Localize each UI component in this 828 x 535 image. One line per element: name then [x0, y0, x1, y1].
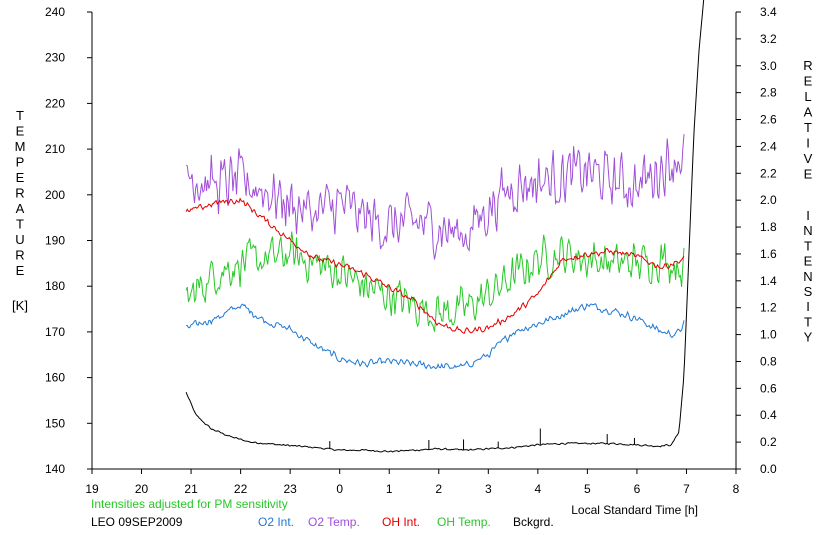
left-tick-label: 160 [45, 371, 65, 385]
right-axis-label-letter: A [804, 105, 813, 120]
right-tick-label: 2.8 [760, 86, 777, 100]
right-tick-label: 1.6 [760, 247, 777, 261]
right-axis-label-letter: T [804, 314, 812, 329]
left-tick-label: 170 [45, 325, 65, 339]
series-line-o2-int [186, 303, 685, 370]
left-axis-label-letter: A [16, 201, 25, 216]
right-tick-label: 2.2 [760, 166, 777, 180]
right-tick-label: 0.0 [760, 462, 777, 476]
right-axis-label-letter: L [804, 89, 811, 104]
x-tick-label: 0 [336, 482, 343, 496]
x-tick-label: 4 [535, 482, 542, 496]
x-tick-label: 8 [733, 482, 740, 496]
right-axis-label-letter: S [804, 284, 813, 299]
x-tick-label: 20 [135, 482, 149, 496]
legend-item-bckgrd: Bckgrd. [513, 515, 554, 529]
left-axis-label-letter: R [15, 248, 24, 263]
right-axis-label-letter: E [804, 167, 813, 182]
x-tick-label: 6 [634, 482, 641, 496]
x-axis-ticks: 19 20 21 22 23 0 1 2 3 4 5 6 7 8 [85, 469, 740, 496]
left-axis-ticks: 140 150 160 170 180 190 200 210 220 230 240 [45, 5, 92, 476]
legend-item-oh-int: OH Int. [382, 515, 420, 529]
right-axis-label-letter: I [806, 208, 810, 223]
right-tick-label: 3.4 [760, 5, 777, 19]
left-tick-label: 140 [45, 462, 65, 476]
legend-item-o2-int: O2 Int. [258, 515, 294, 529]
series-line-oh-int [185, 197, 685, 334]
left-tick-label: 210 [45, 142, 65, 156]
right-axis-label-letter: I [806, 136, 810, 151]
right-tick-label: 2.6 [760, 113, 777, 127]
right-axis-label-letter: T [804, 238, 812, 253]
right-axis-label-letter: I [806, 299, 810, 314]
left-axis-label-letter: U [15, 232, 24, 247]
right-axis-label-letter: Y [804, 330, 813, 345]
right-tick-label: 0.2 [760, 435, 777, 449]
right-tick-label: 3.2 [760, 32, 777, 46]
series-line-oh-temp [185, 231, 685, 332]
left-tick-label: 200 [45, 188, 65, 202]
left-axis-label-letter: R [15, 186, 24, 201]
series-line-bckgrd [185, 0, 705, 453]
x-tick-label: 3 [485, 482, 492, 496]
annotation-text: Intensities adjusted for PM sensitivity [91, 497, 288, 511]
right-tick-label: 0.4 [760, 408, 777, 422]
right-tick-label: 0.8 [760, 354, 777, 368]
right-axis-label-letter: E [804, 254, 813, 269]
x-tick-label: 1 [386, 482, 393, 496]
right-tick-label: 1.4 [760, 274, 777, 288]
left-axis-label-letter: T [16, 108, 24, 123]
legend: O2 Int. O2 Temp. OH Int. OH Temp. Bckgrd. [258, 515, 554, 529]
right-axis-ticks: 0.0 0.2 0.4 0.6 0.8 1.0 1.2 1.4 1.6 1.8 2.0 2.2 2.4 2… [736, 5, 777, 476]
x-tick-label: 19 [85, 482, 99, 496]
left-axis-label-letter: E [16, 124, 25, 139]
x-axis-label: Local Standard Time [h] [571, 503, 698, 517]
right-axis-label-letter: N [803, 223, 812, 238]
right-tick-label: 2.0 [760, 193, 777, 207]
right-axis-label-letter: V [804, 151, 813, 166]
x-tick-label: 23 [283, 482, 297, 496]
left-axis-label-letter: E [16, 170, 25, 185]
left-tick-label: 220 [45, 96, 65, 110]
right-tick-label: 2.4 [760, 139, 777, 153]
left-axis-label-letter: T [16, 217, 24, 232]
right-axis-label-letter: R [803, 58, 812, 73]
right-tick-label: 3.0 [760, 59, 777, 73]
plot-frame [91, 12, 737, 470]
legend-item-oh-temp: OH Temp. [437, 515, 491, 529]
x-tick-label: 2 [435, 482, 442, 496]
x-tick-label: 21 [184, 482, 198, 496]
left-tick-label: 230 [45, 51, 65, 65]
series-layer [185, 0, 705, 453]
right-axis-label-letter: E [804, 74, 813, 89]
right-tick-label: 0.6 [760, 381, 777, 395]
right-tick-label: 1.8 [760, 220, 777, 234]
x-tick-label: 7 [683, 482, 690, 496]
series-line-o2-temp [185, 134, 685, 260]
left-tick-label: 240 [45, 5, 65, 19]
right-axis-label-letter: T [804, 120, 812, 135]
legend-item-o2-temp: O2 Temp. [308, 515, 360, 529]
left-axis-label-letter: P [16, 155, 25, 170]
left-tick-label: 190 [45, 234, 65, 248]
right-tick-label: 1.0 [760, 328, 777, 342]
x-tick-label: 5 [584, 482, 591, 496]
right-axis-label-letter: N [803, 269, 812, 284]
station-date: LEO 09SEP2009 [91, 515, 183, 529]
x-tick-label: 22 [234, 482, 248, 496]
left-axis-label-letter: M [15, 139, 26, 154]
left-axis-unit: [K] [12, 298, 28, 313]
left-axis-label-letter: E [16, 263, 25, 278]
right-tick-label: 1.2 [760, 301, 777, 315]
left-tick-label: 150 [45, 416, 65, 430]
left-tick-label: 180 [45, 279, 65, 293]
